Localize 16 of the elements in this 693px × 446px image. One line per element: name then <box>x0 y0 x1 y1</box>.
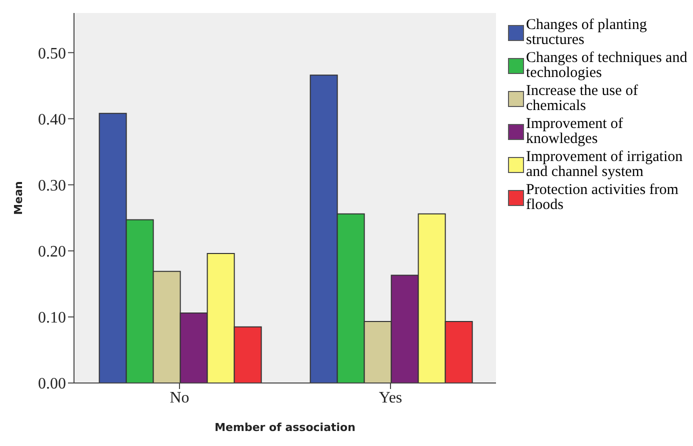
y-tick-label: 0.10 <box>38 310 66 327</box>
legend-label: Changes of planting structures <box>526 17 648 48</box>
y-tick-label: 0.40 <box>38 111 66 128</box>
legend-label: Protection activities from floods <box>526 182 680 213</box>
x-tick-label: No <box>170 389 190 406</box>
legend-label: Improvement of knowledges <box>526 116 624 147</box>
y-axis-title: Mean <box>12 181 25 215</box>
x-tick-label: Yes <box>378 389 402 406</box>
y-tick-label: 0.30 <box>38 177 66 194</box>
y-tick-label: 0.50 <box>38 45 66 62</box>
legend-label: Changes of techniques and technologies <box>526 50 688 81</box>
legend-label: Improvement of irrigation and channel system <box>526 149 684 180</box>
x-axis-title: Member of association <box>214 421 356 434</box>
y-tick-label: 0.20 <box>38 244 66 261</box>
y-tick-label: 0.00 <box>38 376 66 393</box>
legend-label: Increase the use of chemicals <box>526 83 640 114</box>
